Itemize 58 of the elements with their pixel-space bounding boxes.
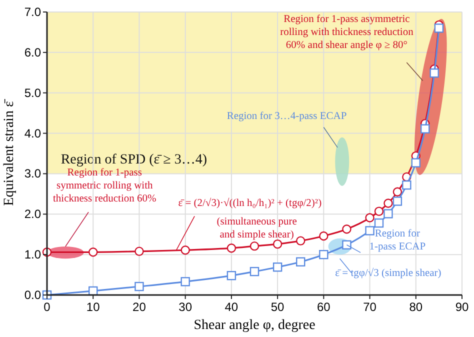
point: [250, 241, 260, 251]
x-tick-label: 30: [178, 300, 192, 314]
annotation: (simultaneous pure and simple shear): [216, 216, 298, 240]
x-tick-label: 90: [455, 300, 469, 314]
point: [342, 224, 352, 234]
point: [296, 257, 306, 266]
y-tick-label: 7.0: [24, 5, 42, 19]
y-tick-label: 0.0: [24, 288, 42, 302]
point: [384, 198, 393, 208]
annotation: Region for 1-pass asymmetric rolling with thickness reduction 60% and shear angle φ ≥ 80°: [280, 14, 414, 52]
point: [374, 206, 384, 216]
point: [430, 68, 439, 78]
annotation: Region for 1-pass ECAP: [369, 228, 426, 252]
y-tick-label: 4.0: [24, 126, 42, 140]
point: [226, 270, 236, 280]
point: [319, 231, 328, 241]
point: [180, 246, 190, 255]
x-tick-label: 70: [363, 300, 377, 314]
point: [250, 266, 260, 276]
point: [226, 244, 236, 253]
point: [374, 218, 384, 228]
y-tick-label: 2.0: [24, 207, 42, 222]
y-tick-label: 6.0: [24, 45, 42, 60]
point: [392, 196, 402, 206]
point: [342, 240, 352, 250]
point: [411, 158, 420, 168]
point: [134, 282, 144, 292]
y-tick-label: 1.0: [24, 248, 42, 262]
point: [272, 239, 282, 249]
x-tick-label: 40: [224, 300, 238, 314]
point: [434, 24, 444, 33]
point: [402, 180, 412, 190]
annotation: Region for 3…4-pass ECAP: [226, 111, 347, 122]
y-axis-title: Equivalent strain ε̄: [2, 98, 17, 206]
x-tick-label: 80: [409, 300, 423, 314]
annotation: ε̄ = (2/√3)·√((ln h₀/h₁)² + (tgφ/2)²): [178, 197, 322, 210]
annotation: ε̄ = tgφ/√3 (simple shear): [335, 267, 442, 279]
x-axis-title: Shear angle φ, degree: [194, 318, 316, 333]
x-tick-label: 50: [270, 300, 285, 314]
point: [384, 209, 393, 218]
point: [365, 213, 374, 222]
point: [180, 277, 190, 286]
y-tick-label: 5.0: [24, 86, 42, 100]
annotation: Region for 1-pass symmetric rolling with thickness reduction 60%: [53, 168, 156, 205]
point: [88, 248, 98, 257]
point: [319, 250, 328, 260]
x-tick-label: 20: [132, 300, 146, 314]
point: [296, 236, 306, 246]
x-tick-label: 10: [86, 300, 100, 314]
point: [272, 262, 282, 272]
x-tick-label: 60: [316, 300, 331, 314]
y-tick-label: 3.0: [24, 166, 42, 181]
band-label: Region of SPD (ε̄ ≥ 3…4): [60, 152, 208, 168]
x-tick-label: 0: [44, 300, 51, 314]
point: [420, 124, 430, 134]
point: [392, 187, 402, 197]
point: [365, 226, 374, 236]
point: [134, 246, 144, 256]
